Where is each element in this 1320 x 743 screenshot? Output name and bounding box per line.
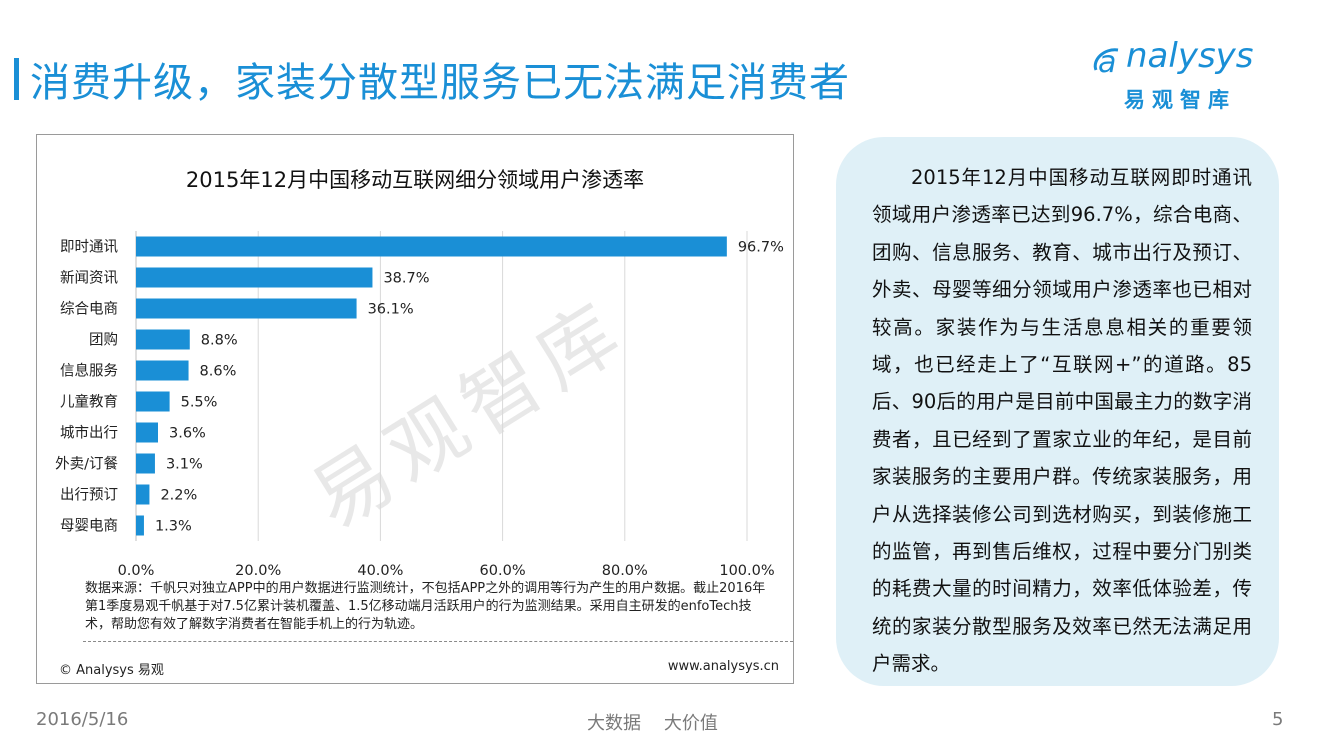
- logo-chinese-name: 易观智库: [1124, 88, 1236, 112]
- summary-text: 2015年12月中国移动互联网即时通讯领域用户渗透率已达到96.7%，综合电商、…: [872, 166, 1252, 676]
- category-label: 团购: [89, 332, 118, 349]
- page-title: 消费升级，家装分散型服务已无法满足消费者: [30, 60, 850, 106]
- copyright-text: © Analysys 易观: [59, 663, 164, 678]
- value-label: 2.2%: [160, 488, 197, 504]
- category-label: 外卖/订餐: [55, 456, 118, 473]
- x-tick-label: 100.0%: [719, 563, 774, 575]
- value-label: 8.6%: [200, 364, 237, 380]
- bar: [136, 515, 144, 536]
- bar-chart: 2015年12月中国移动互联网细分领域用户渗透率 0.0% 20.0% 40.0% 60…: [55, 168, 784, 575]
- category-label: 城市出行: [60, 425, 118, 442]
- x-tick-label: 40.0%: [357, 563, 403, 575]
- bar: [136, 422, 158, 443]
- bar: [136, 236, 727, 257]
- bar: [136, 267, 373, 288]
- value-label: 36.1%: [368, 302, 414, 318]
- category-label: 出行预订: [60, 487, 118, 504]
- value-label: 8.8%: [201, 333, 238, 349]
- value-label: 3.6%: [169, 426, 206, 442]
- x-tick-label: 0.0%: [118, 563, 155, 575]
- category-label: 新闻资讯: [60, 270, 118, 287]
- title-accent-bar: [14, 58, 19, 100]
- website-link[interactable]: www.analysys.cn: [667, 659, 779, 674]
- value-label: 5.5%: [181, 395, 218, 411]
- chart-title: 2015年12月中国移动互联网细分领域用户渗透率: [186, 168, 644, 192]
- data-source-note: 数据来源：千帆只对独立APP中的用户数据进行监测统计，不包括APP之外的调用等行…: [85, 581, 766, 632]
- logo-swoosh-icon: a: [1093, 45, 1119, 80]
- note-divider: [83, 641, 793, 642]
- footer-date: 2016/5/16: [36, 709, 129, 730]
- x-tick-label: 60.0%: [480, 563, 526, 575]
- x-tick-label: 80.0%: [602, 563, 648, 575]
- bar: [136, 360, 189, 381]
- page-number: 5: [1272, 709, 1284, 730]
- footer-slogan: 大数据 大价值: [587, 713, 718, 734]
- bar: [136, 453, 155, 474]
- bar: [136, 484, 150, 505]
- logo-first-letter: a: [1098, 45, 1116, 80]
- summary-panel: 2015年12月中国移动互联网即时通讯领域用户渗透率已达到96.7%，综合电商、…: [836, 137, 1279, 686]
- category-label: 儿童教育: [60, 393, 118, 411]
- chart-panel: 易观智库 2015年12月中国移动互联网细分领域用户渗透率 0.0% 20.0% 40…: [36, 134, 794, 684]
- category-label: 母婴电商: [60, 518, 118, 535]
- category-label: 综合电商: [60, 301, 118, 318]
- logo-wordmark: nalysys: [1126, 36, 1254, 76]
- category-label: 即时通讯: [60, 239, 118, 256]
- value-label: 3.1%: [166, 457, 203, 473]
- category-label: 信息服务: [60, 363, 118, 380]
- bar: [136, 298, 357, 319]
- value-label: 38.7%: [383, 271, 429, 287]
- x-tick-label: 20.0%: [235, 563, 281, 575]
- bar: [136, 329, 190, 350]
- value-label: 1.3%: [155, 519, 192, 535]
- analysys-logo: a nalysys 易观智库: [1092, 36, 1282, 116]
- bar: [136, 391, 170, 412]
- value-label: 96.7%: [738, 240, 784, 256]
